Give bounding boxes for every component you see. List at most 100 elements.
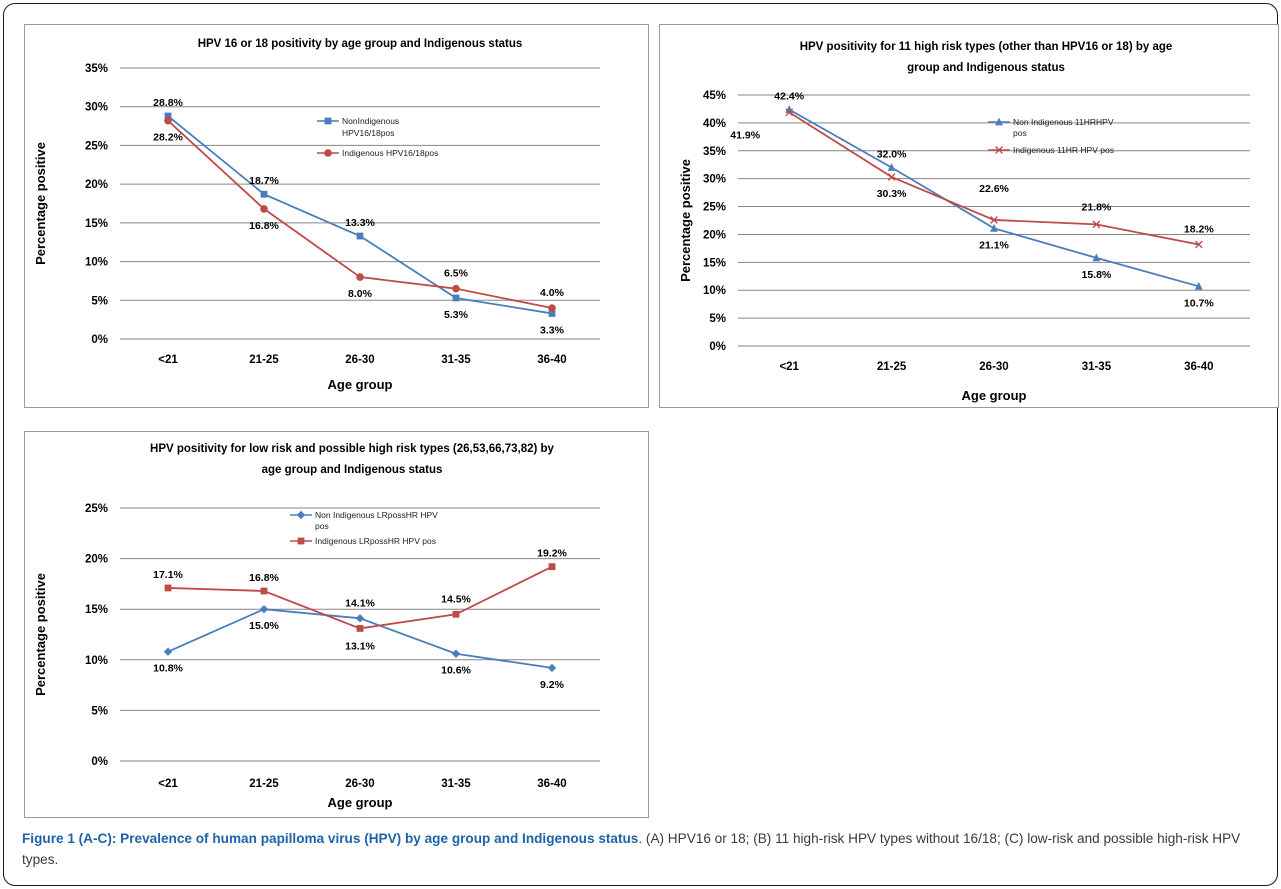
chart-c-title: HPV positivity for low risk and possible… [150,443,555,455]
chart-b-data-label: 42.4% [774,91,804,103]
chart-c-data-label: 10.8% [153,663,183,675]
chart-c-xtick-label: <21 [158,778,178,790]
chart-panel-a: HPV 16 or 18 positivity by age group and… [24,24,649,408]
chart-b-point [990,223,998,232]
chart-a-legend-label: HPV16/18pos [342,128,394,138]
chart-a-point [260,205,268,213]
chart-a-ytick-label: 30% [85,102,108,114]
chart-a-ytick-label: 20% [85,179,108,191]
figure-caption: Figure 1 (A-C): Prevalence of human papi… [22,828,1272,870]
chart-a-point [548,310,556,317]
chart-b-point [887,163,896,171]
chart-b-data-label: 10.7% [1184,297,1214,309]
chart-b-xlabel: Age group [962,388,1027,403]
chart-c-data-label: 15.0% [249,620,279,632]
chart-a-ytick-label: 35% [85,63,108,75]
chart-a-point [260,190,268,198]
chart-a-data-label: 16.8% [249,220,279,232]
chart-a-xtick-label: 26-30 [345,354,374,366]
chart-b-point [887,173,896,181]
chart-a-ytick-label: 0% [91,334,108,346]
chart-a-xtick-label: 31-35 [441,354,471,366]
chart-b-xtick-label: 26-30 [979,361,1008,373]
chart-c-legend-marker [297,537,305,545]
chart-c-title: age group and Indigenous status [262,464,443,476]
chart-a-data-label: 3.3% [540,324,565,336]
chart-b-ytick-label: 0% [709,341,726,353]
chart-a-data-label: 4.0% [540,287,565,299]
chart-b-title: group and Indigenous status [907,62,1065,74]
chart-c-point [547,663,557,673]
chart-b-legend-marker [995,146,1003,154]
chart-b-data-label: 41.9% [730,129,760,141]
chart-c-ytick-label: 20% [85,554,108,566]
chart-c-legend-label: Non Indigenous LRpossHR HPV [315,510,438,520]
chart-c-data-label: 14.1% [345,597,375,609]
chart-c: HPV positivity for low risk and possible… [33,443,600,810]
chart-a-xlabel: Age group [328,377,393,392]
chart-c-legend-label: Indigenous LRpossHR HPV pos [315,536,436,546]
chart-a-legend-marker [324,149,332,157]
chart-b-data-label: 21.8% [1082,201,1112,213]
chart-a-xtick-label: 36-40 [537,354,566,366]
chart-c-point [163,647,173,656]
chart-b-ytick-label: 25% [703,202,726,214]
chart-b-xtick-label: 21-25 [877,361,907,373]
chart-c-point [451,649,461,658]
chart-c-xtick-label: 36-40 [537,778,566,790]
chart-c-ytick-label: 25% [85,503,108,515]
chart-b-legend-label: Non Indigenous 11HRHPV [1013,117,1114,127]
chart-b-legend-label: Indigenous 11HR HPV pos [1013,145,1114,155]
chart-a-point [548,304,556,312]
caption-label: Figure 1 (A-C): [22,831,117,846]
chart-panel-c: HPV positivity for low risk and possible… [24,431,649,818]
chart-b-ytick-label: 20% [703,229,726,241]
chart-a-point [164,112,172,120]
chart-c-point [260,587,268,595]
chart-c-data-label: 14.5% [441,593,471,605]
chart-a-point [452,284,460,293]
chart-a-legend-marker [324,117,332,125]
chart-a-ytick-label: 5% [91,295,108,307]
chart-a-data-label: 5.3% [444,309,469,321]
chart-c-ytick-label: 0% [91,756,108,768]
chart-b-data-label: 15.8% [1082,269,1112,281]
chart-b-series-line-0 [788,108,1200,288]
chart-b-data-label: 30.3% [877,188,907,200]
caption-text: . (A) HPV16 or 18; (B) 11 high-risk HPV … [22,831,1241,867]
chart-c-point [355,614,365,623]
chart-b-xtick-label: 36-40 [1184,361,1213,373]
chart-a-data-label: 18.7% [249,175,279,187]
chart-b-point [1092,220,1101,229]
chart-c-xlabel: Age group [328,795,393,810]
chart-c-xtick-label: 21-25 [249,778,279,790]
chart-c-legend-label: pos [315,521,329,531]
chart-c-ytick-label: 15% [85,604,108,616]
chart-b-ytick-label: 5% [709,313,726,325]
chart-b-data-label: 18.2% [1184,223,1214,235]
chart-b-ytick-label: 35% [703,146,726,158]
chart-a-data-label: 13.3% [345,217,375,229]
chart-c-point [356,625,364,632]
chart-a-ytick-label: 15% [85,218,108,230]
chart-c-ytick-label: 5% [91,705,108,717]
chart-a-legend-label: NonIndigenous [342,116,399,126]
chart-a: HPV 16 or 18 positivity by age group and… [33,38,600,392]
chart-c-ytick-label: 10% [85,655,108,667]
chart-c-data-label: 9.2% [540,679,565,691]
chart-b-xtick-label: 31-35 [1082,361,1112,373]
chart-a-data-label: 8.0% [348,288,373,300]
chart-a-title: HPV 16 or 18 positivity by age group and… [198,38,523,50]
chart-c-ylabel: Percentage positive [33,573,48,696]
chart-a-data-label: 28.2% [153,132,183,144]
chart-b-ytick-label: 45% [703,90,726,102]
chart-c-point [259,605,269,614]
chart-b-legend-marker [995,117,1003,126]
chart-panel-b: HPV positivity for 11 high risk types (o… [659,24,1279,408]
chart-b-xtick-label: <21 [779,361,799,373]
chart-a-data-label: 6.5% [444,268,469,280]
chart-a-legend-label: Indigenous HPV16/18pos [342,148,438,158]
chart-b-point [785,108,794,117]
chart-c-point [452,610,460,618]
chart-b-data-label: 32.0% [877,149,907,161]
